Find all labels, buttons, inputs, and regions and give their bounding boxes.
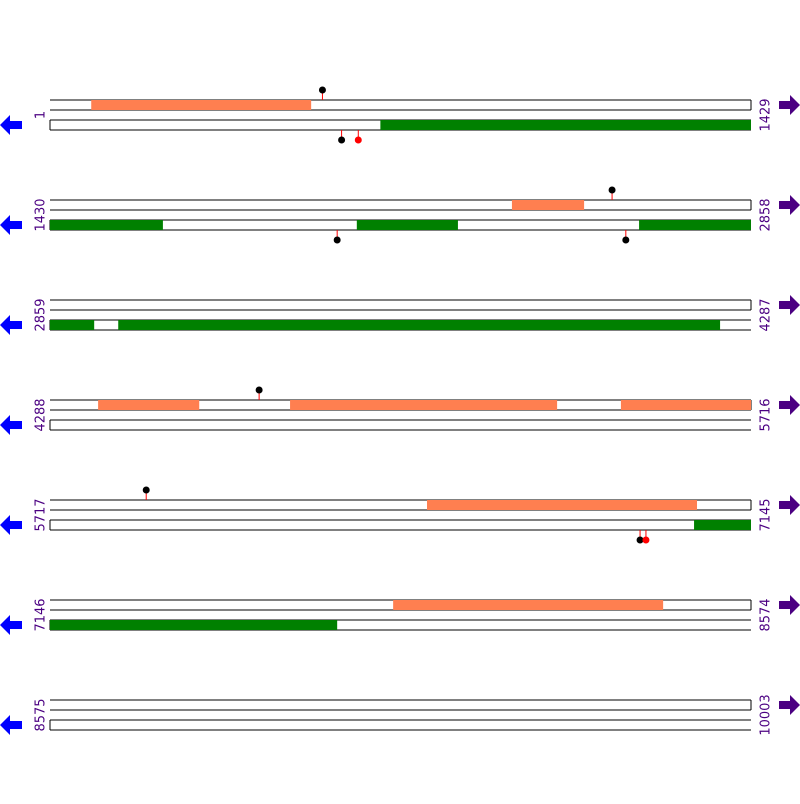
forward-arrow <box>779 595 800 615</box>
forward-arrow <box>779 695 800 715</box>
marker <box>338 136 346 144</box>
forward-arrow <box>779 395 800 415</box>
forward-arrow <box>779 195 800 215</box>
reverse-arrow <box>0 615 22 635</box>
marker <box>333 236 341 244</box>
end-label: 4287 <box>759 298 774 331</box>
end-label: 7145 <box>759 498 774 531</box>
orf-top <box>290 400 558 410</box>
reverse-arrow <box>0 215 22 235</box>
orf-bottom <box>380 120 751 130</box>
reverse-arrow <box>0 415 22 435</box>
start-label: 1 <box>34 111 49 119</box>
reverse-arrow <box>0 115 22 135</box>
forward-arrow <box>779 95 800 115</box>
marker <box>622 236 630 244</box>
end-label: 10003 <box>759 694 774 735</box>
orf-bottom <box>50 220 163 230</box>
orf-bottom <box>50 620 338 630</box>
orf-top <box>511 200 585 210</box>
orf-top <box>620 400 751 410</box>
orf-bottom <box>639 220 751 230</box>
start-label: 5717 <box>34 498 49 531</box>
marker <box>354 136 362 144</box>
start-label: 7146 <box>34 598 49 631</box>
orf-bottom <box>694 520 751 530</box>
end-label: 1429 <box>759 98 774 131</box>
marker <box>636 536 644 544</box>
marker <box>318 86 326 94</box>
marker <box>642 536 650 544</box>
end-label: 8574 <box>759 598 774 631</box>
orf-top <box>91 100 312 110</box>
forward-arrow <box>779 495 800 515</box>
start-label: 1430 <box>34 198 49 231</box>
marker <box>255 386 263 394</box>
start-label: 2859 <box>34 298 49 331</box>
marker <box>142 486 150 494</box>
marker <box>608 186 616 194</box>
start-label: 8575 <box>34 698 49 731</box>
orf-bottom <box>50 320 95 330</box>
end-label: 5716 <box>759 398 774 431</box>
orf-bottom <box>356 220 458 230</box>
orf-top <box>393 600 664 610</box>
forward-arrow <box>779 295 800 315</box>
reverse-arrow <box>0 715 22 735</box>
reverse-arrow <box>0 515 22 535</box>
orf-top <box>427 500 698 510</box>
orf-bottom <box>118 320 721 330</box>
start-label: 4288 <box>34 398 49 431</box>
orf-top <box>98 400 200 410</box>
end-label: 2858 <box>759 198 774 231</box>
reverse-arrow <box>0 315 22 335</box>
